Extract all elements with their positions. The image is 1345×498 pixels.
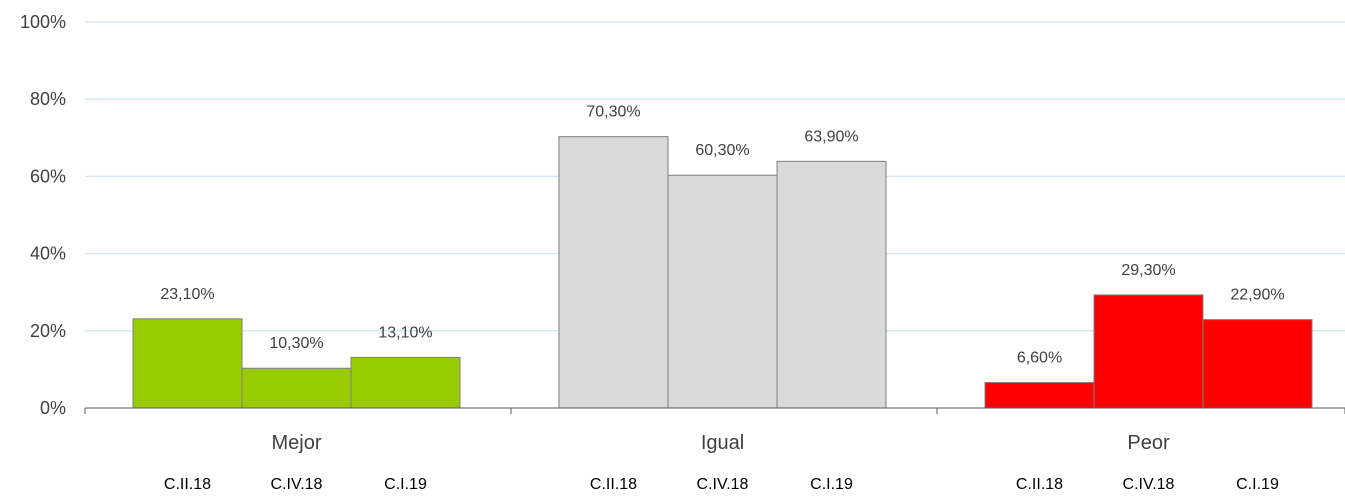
bar-sublabels: C.II.18 C.IV.18 C.I.19 C.II.18 C.IV.18 C.I.19… [164,476,1279,493]
bar-igual-1 [558,136,669,409]
bar-mejor-1 [132,318,243,409]
y-tick-label: 100% [20,12,66,32]
bar-peor-3 [1202,319,1313,409]
y-tick-label: 80% [30,89,66,109]
bar-peor-1 [984,382,1095,409]
bar-period-label: C.II.18 [1016,476,1063,493]
bar-period-label: C.I.19 [384,476,427,493]
bars [132,136,1313,409]
category-labels: Mejor Igual Peor [271,432,1169,454]
bar-igual-3 [776,160,887,409]
bar-period-label: C.II.18 [164,476,211,493]
data-label: 63,90% [804,128,858,145]
bar-period-label: C.I.19 [1236,476,1279,493]
bar-igual-2 [667,174,778,409]
bar-period-label: C.IV.18 [697,476,749,493]
data-label: 10,30% [269,335,323,352]
data-label: 23,10% [160,286,214,303]
bar-period-label: C.I.19 [810,476,853,493]
x-axis [84,407,1345,414]
bar-mejor-3 [350,356,461,409]
data-label: 13,10% [378,324,432,341]
y-axis-tick-labels: 0% 20% 40% 60% 80% 100% [20,12,66,418]
data-label: 60,30% [695,142,749,159]
y-tick-label: 60% [30,166,66,186]
data-label: 6,60% [1017,350,1062,367]
y-tick-label: 40% [30,244,66,264]
bar-period-label: C.II.18 [590,476,637,493]
bar-peor-2 [1093,294,1204,409]
bar-period-label: C.IV.18 [271,476,323,493]
data-label: 29,30% [1121,262,1175,279]
y-tick-label: 0% [40,398,66,418]
category-label: Peor [1127,432,1170,454]
data-label: 22,90% [1230,287,1284,304]
category-label: Mejor [271,432,321,454]
data-label: 70,30% [586,104,640,121]
category-label: Igual [701,432,744,454]
y-tick-label: 20% [30,321,66,341]
bar-mejor-2 [241,367,352,409]
bar-period-label: C.IV.18 [1123,476,1175,493]
data-labels: 23,10% 10,30% 13,10% 70,30% 60,30% 63,90% 6,60… [160,104,1284,367]
